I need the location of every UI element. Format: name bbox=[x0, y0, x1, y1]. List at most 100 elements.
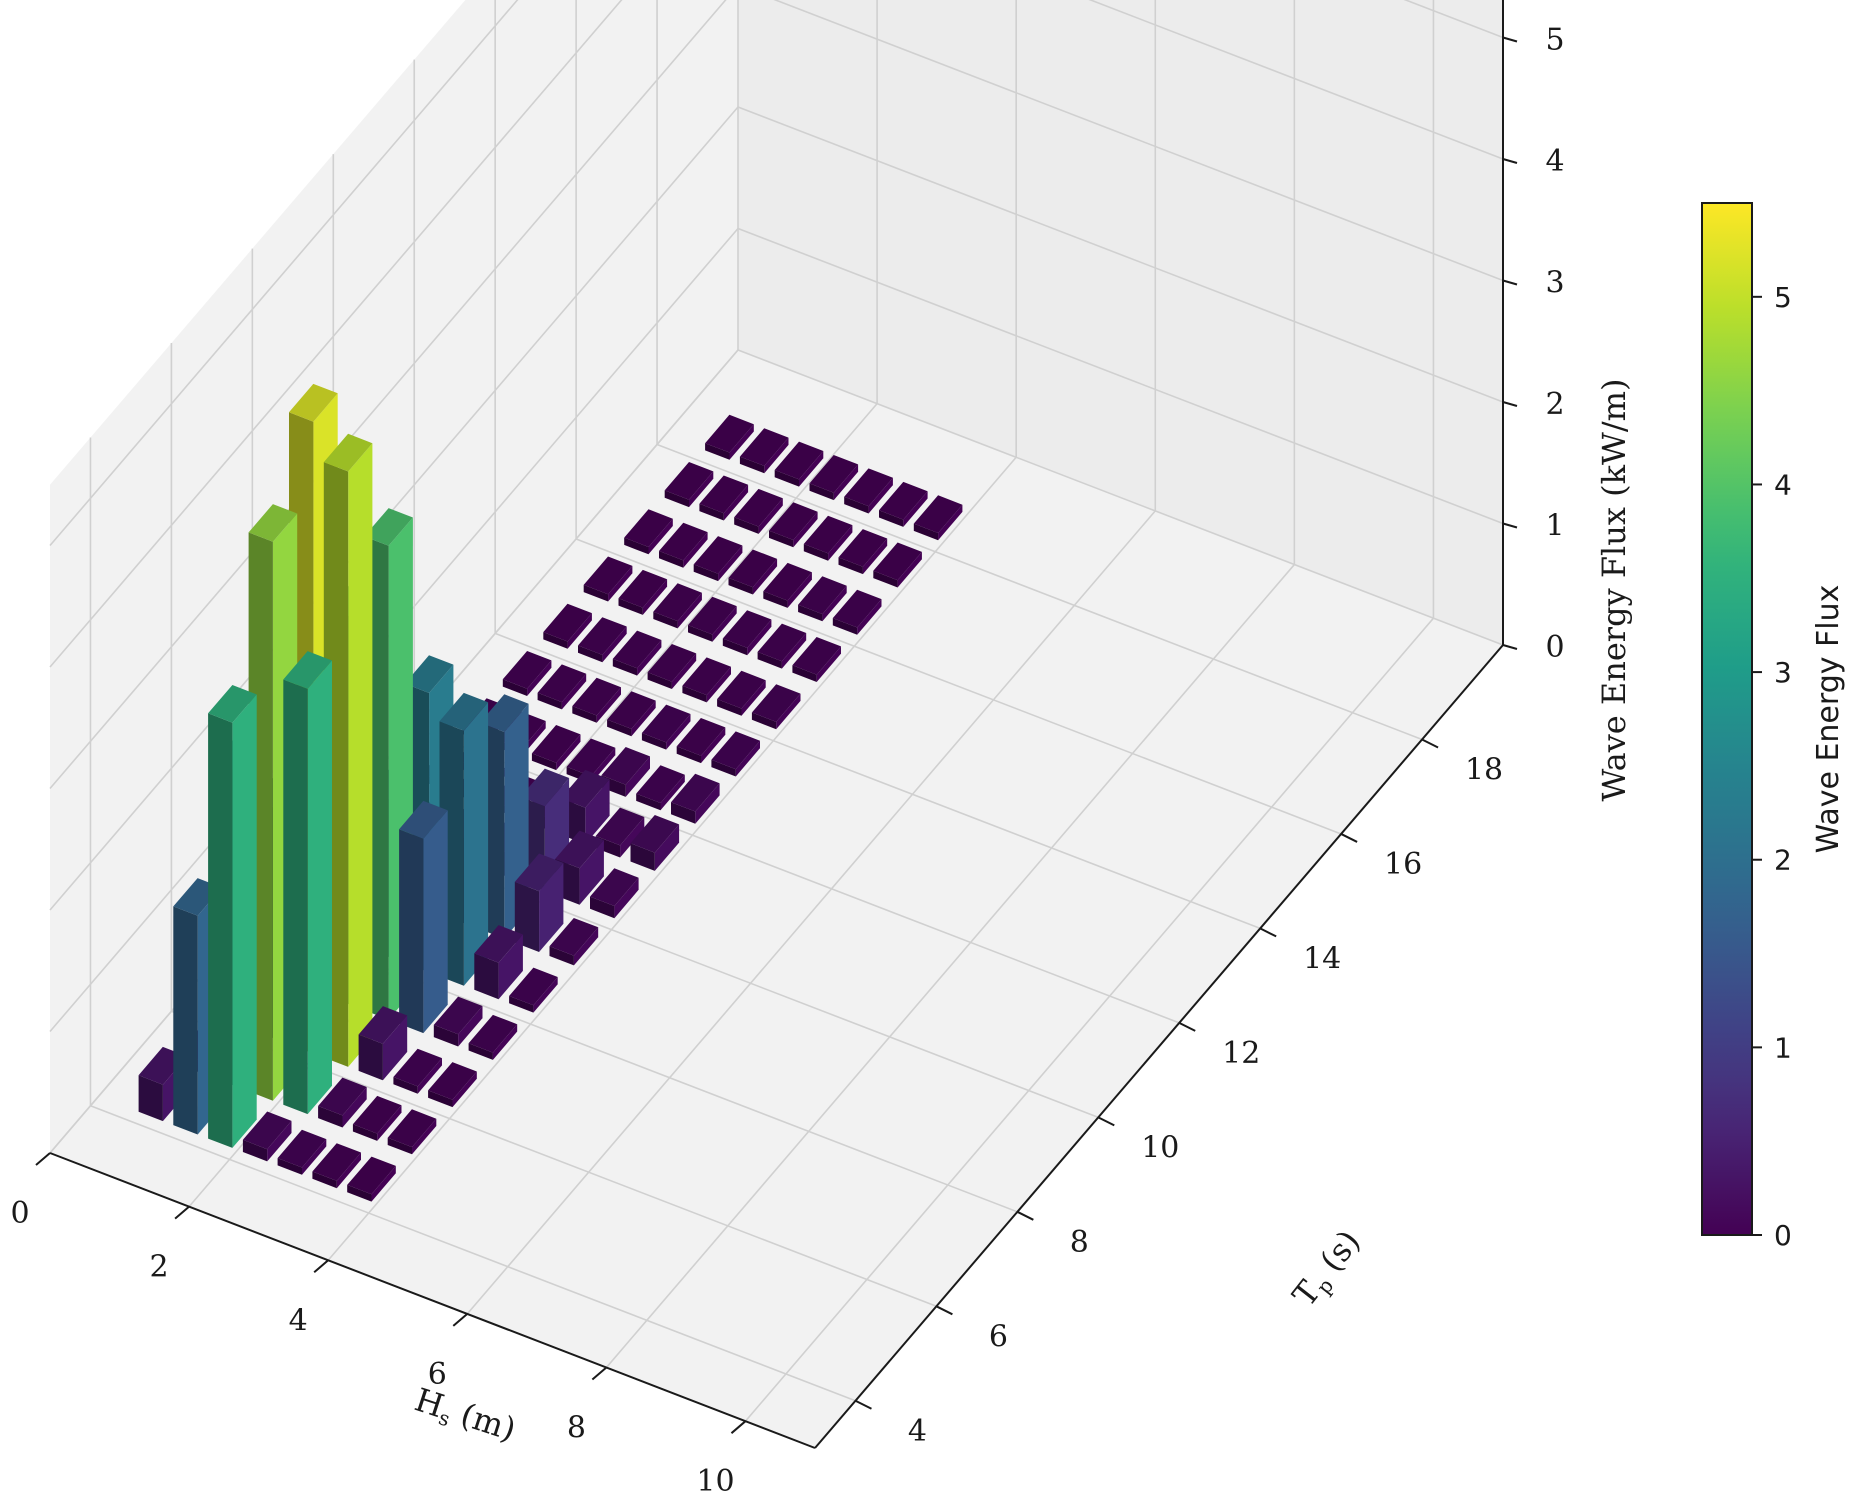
y-tick-label: 8 bbox=[1070, 1225, 1089, 1260]
bar-side-face bbox=[757, 651, 782, 669]
bar-top-face bbox=[612, 630, 662, 669]
bar-side-face bbox=[682, 685, 707, 703]
y-tick-mark bbox=[1421, 738, 1439, 749]
bar-top-face bbox=[711, 731, 760, 770]
colorbar: 0 1 2 3 4 5 Wave Energy Flux bbox=[1701, 202, 1846, 1252]
bar-top-face bbox=[433, 996, 483, 1035]
bar-front-face bbox=[561, 673, 587, 710]
bar-front-face bbox=[527, 660, 552, 696]
bar-side-face bbox=[717, 699, 742, 716]
bar-front-face bbox=[654, 824, 680, 871]
y-tick-label: 18 bbox=[1465, 752, 1503, 787]
grid-left-z bbox=[49, 0, 623, 668]
bar-front-face bbox=[718, 545, 743, 582]
bar-front-face bbox=[567, 613, 592, 649]
bar-side-face bbox=[739, 456, 765, 474]
bar bbox=[769, 502, 818, 548]
bar-front-face bbox=[706, 666, 731, 703]
bar-top-face bbox=[792, 637, 841, 675]
bar-top-face bbox=[312, 1143, 361, 1181]
bar-side-face bbox=[705, 443, 730, 460]
bar bbox=[873, 542, 922, 588]
bar-front-face bbox=[781, 633, 807, 669]
bar bbox=[578, 617, 627, 663]
bar-top-face bbox=[283, 651, 332, 689]
bar bbox=[352, 1095, 402, 1141]
bar-top-face bbox=[364, 508, 413, 546]
bar-top-face bbox=[774, 441, 824, 480]
bar-top-face bbox=[722, 610, 772, 648]
bar-top-face bbox=[699, 475, 749, 514]
bar-side-face bbox=[578, 645, 603, 663]
bar-side-face bbox=[630, 843, 655, 871]
bar-front-face bbox=[833, 464, 859, 501]
bar-front-face bbox=[608, 565, 633, 602]
bar-top-face bbox=[630, 815, 680, 853]
bar bbox=[711, 731, 760, 777]
bar-side-face bbox=[913, 523, 939, 541]
bar-front-face bbox=[677, 592, 702, 629]
bar bbox=[688, 596, 737, 642]
grid-back-z bbox=[773, 0, 1504, 282]
bar-side-face bbox=[607, 719, 632, 737]
z-tick-mark bbox=[1502, 522, 1518, 529]
y-tick-label: 6 bbox=[989, 1319, 1008, 1354]
bar-front-face bbox=[747, 619, 772, 656]
bar-front-face bbox=[862, 538, 888, 575]
bar-front-face bbox=[371, 1165, 396, 1202]
bar-top-face bbox=[763, 562, 812, 601]
bar-front-face bbox=[423, 810, 448, 1034]
bar-front-face bbox=[452, 1071, 477, 1108]
bar bbox=[682, 657, 731, 703]
bar-side-face bbox=[509, 996, 534, 1013]
bar-side-face bbox=[763, 591, 788, 608]
bar-top-face bbox=[289, 383, 338, 422]
axes-lines bbox=[49, 0, 1504, 1449]
bar-top-face bbox=[601, 747, 650, 785]
bar-top-face bbox=[531, 725, 581, 763]
bar-side-face bbox=[531, 753, 557, 771]
bar-side-face bbox=[792, 665, 817, 682]
bar-top-face bbox=[739, 428, 789, 466]
bar bbox=[699, 475, 749, 521]
bar-front-face bbox=[938, 504, 963, 541]
bar-top-face bbox=[595, 807, 645, 846]
bar bbox=[242, 1111, 292, 1162]
bar-side-face bbox=[844, 496, 869, 514]
bar-front-face bbox=[417, 1058, 442, 1094]
bar-front-face bbox=[539, 862, 564, 952]
bar-side-face bbox=[549, 946, 574, 966]
bar-top-face bbox=[555, 830, 604, 869]
bar bbox=[693, 536, 743, 582]
y-tick-mark bbox=[1178, 1021, 1196, 1032]
bar-front-face bbox=[492, 1024, 518, 1060]
bar-front-face bbox=[585, 779, 610, 845]
bar bbox=[751, 684, 801, 730]
bar-front-face bbox=[620, 817, 645, 858]
bar-top-face bbox=[428, 1062, 477, 1100]
y-tick-label: 12 bbox=[1222, 1036, 1260, 1071]
bar-side-face bbox=[277, 1158, 302, 1175]
bar bbox=[537, 664, 587, 710]
bar-top-face bbox=[549, 918, 599, 956]
y-tick-mark bbox=[1340, 833, 1358, 843]
bar-top-face bbox=[728, 549, 778, 588]
bar-top-face bbox=[323, 433, 373, 472]
bar-side-face bbox=[774, 470, 799, 487]
bar-top-face bbox=[618, 569, 668, 608]
bar-front-face bbox=[868, 477, 893, 514]
bar-front-face bbox=[816, 646, 841, 682]
bar-front-face bbox=[382, 1015, 408, 1081]
bar-top-face bbox=[913, 495, 963, 533]
bar bbox=[659, 522, 708, 568]
y-tick-label: 14 bbox=[1303, 941, 1341, 976]
bar bbox=[590, 868, 639, 919]
bar bbox=[664, 462, 714, 508]
colorbar-label: Wave Energy Flux bbox=[1811, 585, 1846, 854]
y-tick-label: 16 bbox=[1384, 847, 1422, 882]
y-axis-line bbox=[814, 644, 1504, 1449]
bar bbox=[618, 569, 668, 615]
bar-top-face bbox=[879, 481, 928, 520]
colorbar-tick-label: 2 bbox=[1774, 844, 1792, 877]
